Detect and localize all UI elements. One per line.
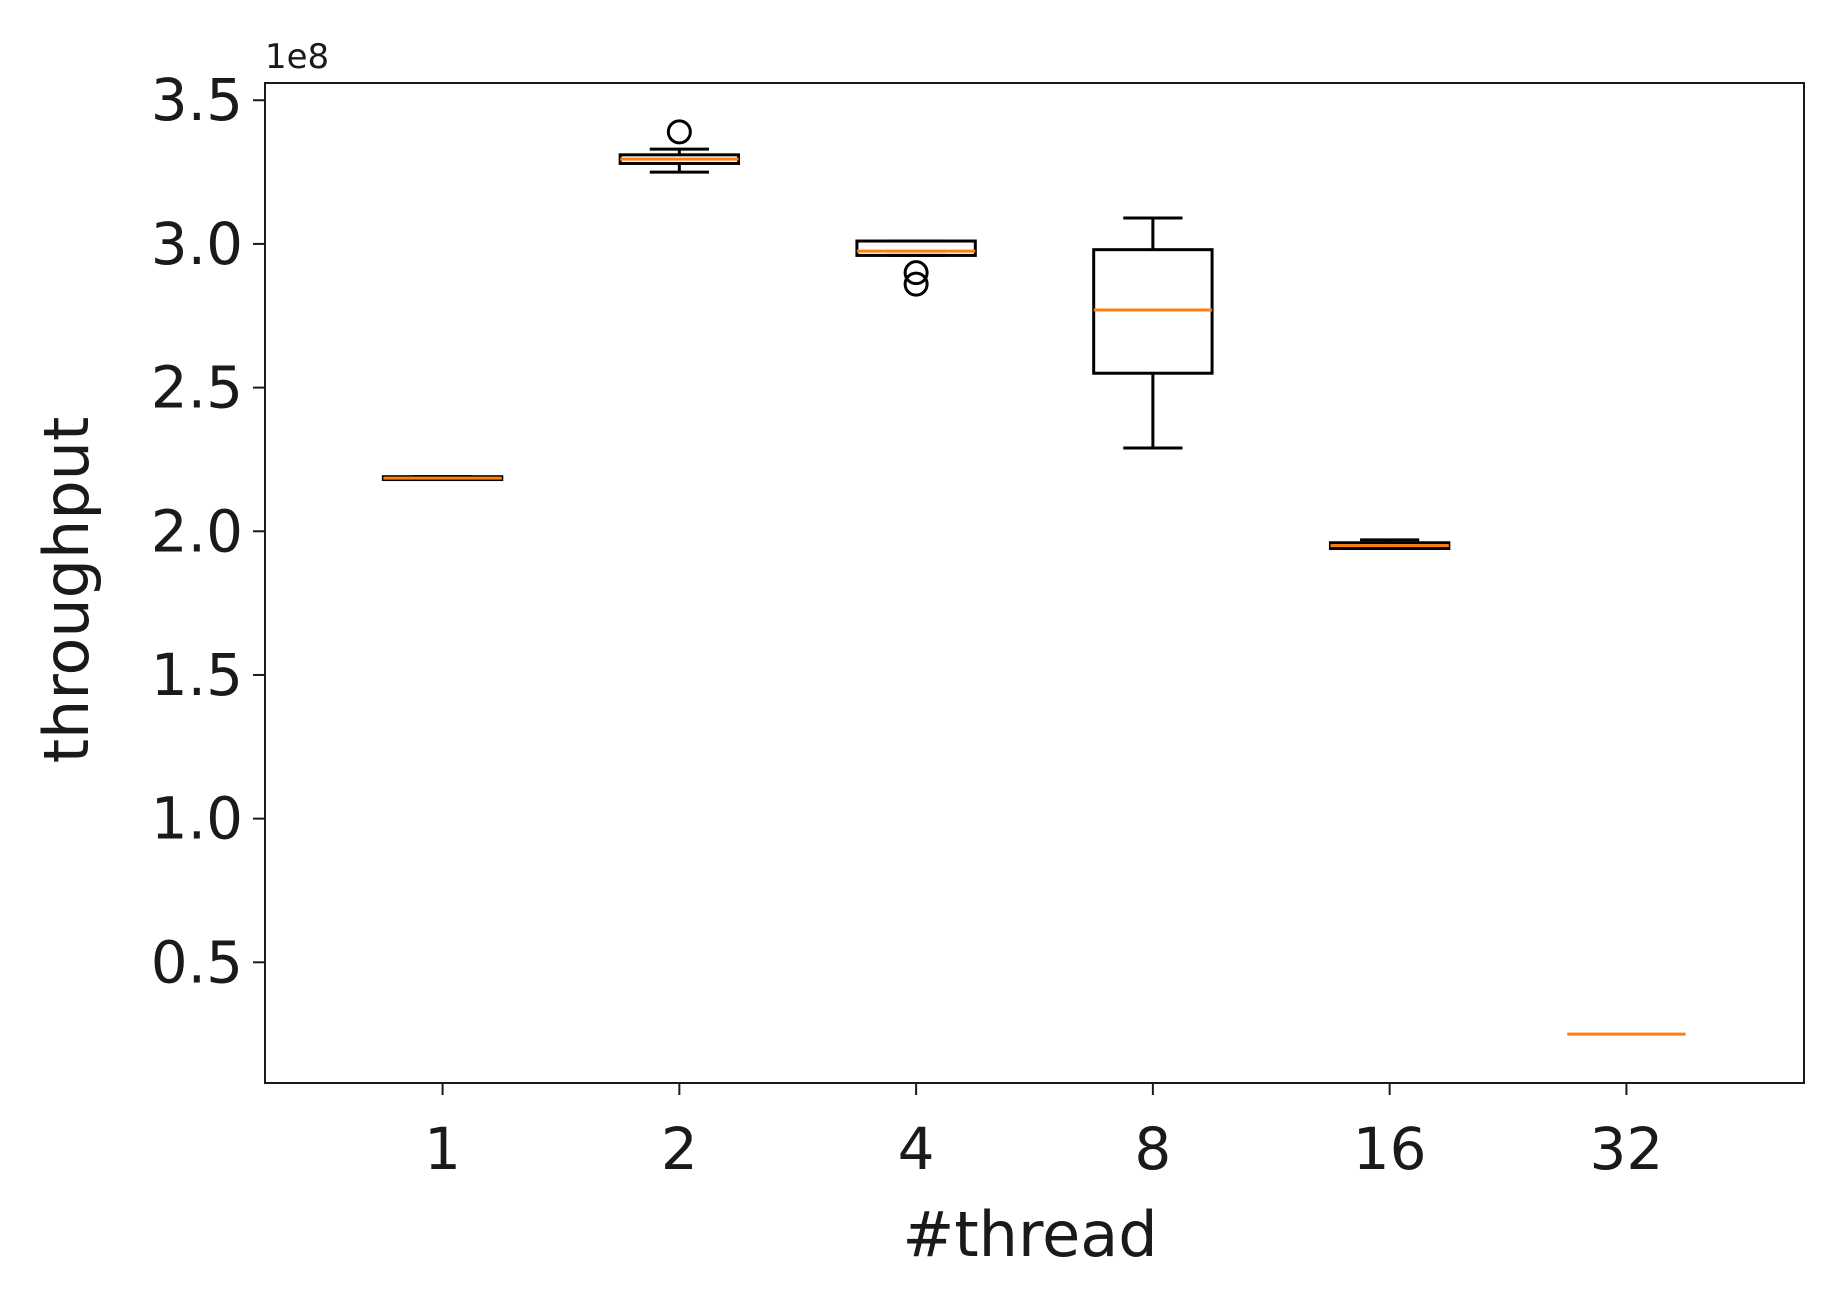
y-tick-label: 3.0 bbox=[151, 210, 243, 278]
x-tick-label: 16 bbox=[1353, 1115, 1427, 1183]
y-axis-label: throughput bbox=[30, 417, 103, 764]
y-axis: 0.5 1.0 1.5 2.0 2.5 3.0 3.5 bbox=[151, 66, 265, 996]
x-tick-label: 4 bbox=[898, 1115, 935, 1183]
x-tick-label: 32 bbox=[1590, 1115, 1664, 1183]
x-tick-label: 2 bbox=[661, 1115, 698, 1183]
y-tick-label: 2.5 bbox=[151, 354, 243, 422]
x-tick-label: 8 bbox=[1134, 1115, 1171, 1183]
box-8 bbox=[1092, 216, 1214, 450]
outlier-point bbox=[666, 119, 692, 145]
box-4 bbox=[855, 239, 977, 297]
x-axis-label: #thread bbox=[902, 1198, 1157, 1271]
plot-area bbox=[264, 82, 1805, 1084]
y-tick-label: 1.5 bbox=[151, 641, 243, 709]
y-tick-label: 2.0 bbox=[151, 497, 243, 565]
box-iqr bbox=[855, 239, 977, 257]
y-tick-label: 3.5 bbox=[151, 66, 243, 134]
box-16 bbox=[1328, 538, 1451, 551]
y-offset-label: 1e8 bbox=[265, 37, 329, 77]
outlier-point bbox=[903, 271, 929, 297]
y-tick-label: 0.5 bbox=[151, 928, 243, 996]
box-1 bbox=[381, 475, 504, 482]
x-tick-label: 1 bbox=[424, 1115, 461, 1183]
x-axis: 1 2 4 8 16 32 bbox=[424, 1083, 1663, 1183]
box-2 bbox=[618, 119, 741, 174]
boxes-group bbox=[381, 119, 1686, 1036]
y-tick-label: 1.0 bbox=[151, 785, 243, 853]
outlier-point bbox=[903, 260, 929, 286]
